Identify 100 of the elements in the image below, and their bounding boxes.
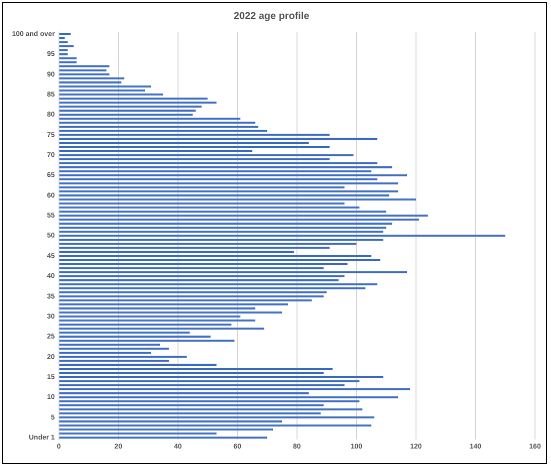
bar <box>59 307 256 310</box>
bar <box>59 316 240 318</box>
bar <box>59 53 68 56</box>
bar <box>59 190 398 192</box>
bar <box>59 279 339 282</box>
bar <box>59 376 384 378</box>
bar <box>59 158 330 160</box>
bar <box>59 94 163 96</box>
bar <box>59 428 274 431</box>
bar <box>59 65 110 68</box>
bar <box>59 73 110 76</box>
bar <box>59 348 169 350</box>
bar <box>59 299 312 302</box>
bar <box>59 182 398 184</box>
bar <box>59 154 354 156</box>
bar <box>59 432 217 435</box>
bar <box>59 178 378 180</box>
bar <box>59 360 169 362</box>
bar <box>59 110 196 112</box>
bar <box>59 170 372 172</box>
bar <box>59 336 211 338</box>
bar <box>59 206 360 209</box>
bar <box>59 340 234 342</box>
bar <box>59 320 256 322</box>
bar <box>59 246 330 249</box>
bar <box>59 254 372 257</box>
bar <box>59 420 282 422</box>
bar <box>59 324 232 326</box>
bar <box>59 380 360 382</box>
bar <box>59 275 345 278</box>
bar <box>59 150 252 152</box>
bar <box>59 174 408 176</box>
bar <box>59 287 366 290</box>
bar <box>59 202 345 205</box>
bar <box>59 412 321 414</box>
bar <box>59 214 428 217</box>
bar <box>59 134 330 136</box>
bar <box>59 130 268 132</box>
bar <box>59 242 356 245</box>
bar <box>59 162 378 164</box>
bar <box>59 291 327 294</box>
bar <box>59 114 193 116</box>
bar <box>59 126 258 128</box>
bar <box>59 146 330 148</box>
bar <box>59 352 152 354</box>
bar <box>59 69 106 72</box>
bar <box>59 166 392 168</box>
bar <box>59 138 378 140</box>
bar <box>59 118 240 120</box>
bar <box>59 388 410 390</box>
bar <box>59 106 202 108</box>
bar <box>59 267 324 270</box>
bar <box>59 311 282 314</box>
bar <box>59 384 345 386</box>
bar <box>59 142 309 144</box>
bar <box>59 238 384 241</box>
bar <box>59 98 208 100</box>
bar <box>59 271 408 274</box>
bar <box>59 368 333 370</box>
bar <box>59 404 324 406</box>
bar <box>59 61 77 64</box>
bar <box>59 49 68 52</box>
bar <box>59 57 77 60</box>
bar <box>59 226 386 229</box>
bar <box>59 41 68 44</box>
bar <box>59 102 217 104</box>
bar <box>59 400 360 402</box>
bar <box>59 85 152 88</box>
bar <box>59 263 348 266</box>
bar <box>59 45 74 48</box>
bar <box>59 328 264 330</box>
bar <box>59 344 160 346</box>
bar <box>59 37 65 40</box>
bar <box>59 198 416 200</box>
bar <box>59 222 392 225</box>
bar <box>59 396 398 398</box>
bar <box>59 186 345 188</box>
bar <box>59 210 386 213</box>
bar <box>59 259 380 262</box>
bar <box>59 364 217 366</box>
bar <box>59 90 146 92</box>
bar <box>59 392 309 394</box>
chart-title: 2022 age profile <box>234 10 310 22</box>
bar <box>59 218 419 221</box>
bar <box>59 81 122 84</box>
bar <box>59 283 378 286</box>
bar <box>59 250 294 253</box>
bar <box>59 230 384 233</box>
bar <box>59 416 374 418</box>
bar <box>59 356 187 358</box>
bar <box>59 33 71 36</box>
bar <box>59 436 268 439</box>
bar <box>59 332 190 334</box>
bar <box>59 234 506 237</box>
bar <box>59 408 362 410</box>
bar <box>59 194 390 196</box>
bar <box>59 303 288 306</box>
bar <box>59 122 256 124</box>
bar <box>59 424 372 426</box>
bar <box>59 372 324 374</box>
